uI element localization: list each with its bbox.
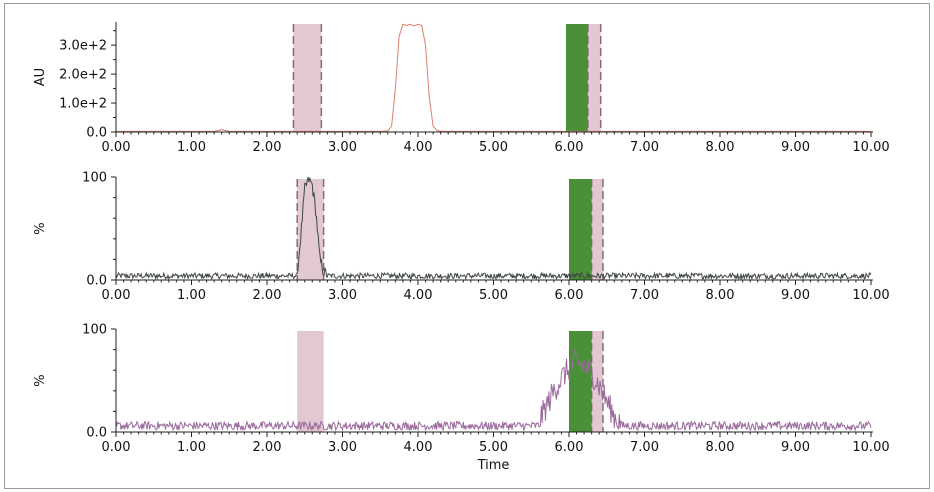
trace-uv <box>116 23 871 132</box>
x-tick-label-ms1-2: 2.00 <box>253 288 282 303</box>
y-tick-label-uv-0: 0.0 <box>86 126 107 141</box>
x-tick-label-ms2-3: 3.00 <box>328 440 357 455</box>
x-tick-label-ms2-7: 7.00 <box>630 440 659 455</box>
y-axis-label-ms2: % <box>33 374 48 386</box>
x-tick-label-uv-6: 6.00 <box>555 140 584 155</box>
region-ms1-1 <box>591 179 603 280</box>
region-uv-0 <box>293 24 322 132</box>
region-ms2-0 <box>297 331 324 432</box>
y-tick-label-uv-2: 2.0e+2 <box>59 68 107 83</box>
x-tick-label-ms2-6: 6.00 <box>555 440 584 455</box>
x-tick-label-uv-8: 8.00 <box>706 140 735 155</box>
x-tick-label-uv-5: 5.00 <box>479 140 508 155</box>
x-tick-label-ms2-1: 1.00 <box>177 440 206 455</box>
x-axis-label-ms2: Time <box>477 458 510 473</box>
region-uv-2 <box>565 24 588 132</box>
chart-frame: 0.00 1.00 2.00 3.00 4.00 5.00 6.00 7.00 8.00 9.00… <box>4 3 930 489</box>
x-tick-label-ms2-4: 4.00 <box>404 440 433 455</box>
x-tick-label-ms1-0: 0.00 <box>102 288 131 303</box>
y-tick-label-ms2-1: 100 <box>82 323 107 338</box>
x-tick-label-ms1-4: 4.00 <box>404 288 433 303</box>
panel-uv: 0.00 1.00 2.00 3.00 4.00 5.00 6.00 7.00 8.00 9.00… <box>33 22 890 155</box>
x-tick-label-uv-7: 7.00 <box>630 140 659 155</box>
panel-ms1: 0.00 1.00 2.00 3.00 4.00 5.00 6.00 7.00 8.00 9.00… <box>33 171 890 304</box>
x-tick-label-ms1-9: 9.00 <box>781 288 810 303</box>
x-tick-label-ms2-9: 9.00 <box>781 440 810 455</box>
y-axis-label-ms1: % <box>33 222 48 234</box>
x-tick-label-ms2-0: 0.00 <box>102 440 131 455</box>
y-tick-label-ms2-0: 0.0 <box>86 426 107 441</box>
y-tick-label-uv-1: 1.0e+2 <box>59 97 107 112</box>
x-tick-label-ms1-8: 8.00 <box>706 288 735 303</box>
x-tick-label-uv-9: 9.00 <box>781 140 810 155</box>
x-tick-label-ms2-5: 5.00 <box>479 440 508 455</box>
x-tick-label-ms1-1: 1.00 <box>177 288 206 303</box>
x-tick-label-uv-3: 3.00 <box>328 140 357 155</box>
y-tick-label-ms1-0: 0.0 <box>86 274 107 289</box>
x-tick-label-uv-10: 10.00 <box>852 140 889 155</box>
x-tick-label-ms1-7: 7.00 <box>630 288 659 303</box>
region-ms1-2 <box>569 179 592 280</box>
trace-ms2 <box>115 349 872 433</box>
y-axis-label-uv: AU <box>33 68 48 86</box>
x-tick-label-ms2-10: 10.00 <box>852 440 889 455</box>
y-tick-label-ms1-1: 100 <box>82 171 107 186</box>
x-tick-label-ms2-2: 2.00 <box>253 440 282 455</box>
region-uv-1 <box>587 24 601 132</box>
panel-ms2: 0.00 1.00 2.00 3.00 4.00 5.00 6.00 7.00 8.00 9.00… <box>33 323 890 474</box>
x-tick-label-uv-4: 4.00 <box>404 140 433 155</box>
x-tick-label-uv-0: 0.00 <box>102 140 131 155</box>
x-tick-label-ms1-10: 10.00 <box>852 288 889 303</box>
x-tick-label-uv-1: 1.00 <box>177 140 206 155</box>
x-tick-label-uv-2: 2.00 <box>253 140 282 155</box>
region-ms2-2 <box>569 331 592 432</box>
chromatogram-chart: 0.00 1.00 2.00 3.00 4.00 5.00 6.00 7.00 8.00 9.00… <box>33 22 890 474</box>
x-tick-label-ms1-5: 5.00 <box>479 288 508 303</box>
y-tick-label-uv-3: 3.0e+2 <box>59 39 107 54</box>
x-tick-label-ms1-6: 6.00 <box>555 288 584 303</box>
x-tick-label-ms1-3: 3.00 <box>328 288 357 303</box>
x-tick-label-ms2-8: 8.00 <box>706 440 735 455</box>
trace-ms1 <box>115 176 872 281</box>
